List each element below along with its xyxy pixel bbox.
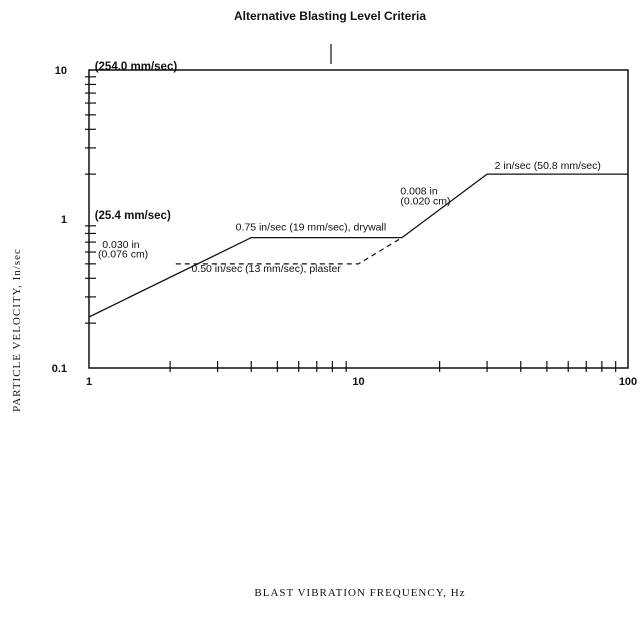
plot-frame	[88, 69, 629, 369]
annotation-0-030-in: 0.030 in	[102, 239, 140, 251]
annotation-0-076-cm: (0.076 cm)	[98, 249, 148, 261]
x-axis-tick-labels: 1 10 100	[86, 376, 637, 388]
y-tick-label: 1	[61, 214, 67, 226]
y-axis-label: PARTICLE VELOCITY, In/sec	[11, 248, 23, 412]
annotation-0-008-in: 0.008 in	[400, 186, 438, 198]
x-axis-label: BLAST VIBRATION FREQUENCY, Hz	[254, 587, 465, 599]
x-axis-minor-ticks	[169, 361, 617, 372]
x-tick-label: 1	[86, 376, 92, 388]
chart-title: Alternative Blasting Level Criteria	[234, 9, 426, 23]
annotation-25-4-mm-sec: (25.4 mm/sec)	[95, 210, 171, 222]
annotation-drywall: 0.75 in/sec (19 mm/sec), drywall	[236, 221, 387, 233]
annotation-2-in-sec: 2 in/sec (50.8 mm/sec)	[495, 160, 601, 172]
criteria-line-dashed	[175, 237, 403, 265]
annotation-254-mm-sec: (254.0 mm/sec)	[95, 61, 178, 73]
annotation-plaster: 0.50 in/sec (13 mm/sec), plaster	[191, 263, 341, 275]
annotations: (254.0 mm/sec) (25.4 mm/sec) 0.75 in/sec…	[95, 61, 601, 275]
criteria-line-solid	[88, 173, 628, 318]
y-tick-label: 0.1	[52, 363, 67, 375]
x-tick-label: 10	[352, 376, 364, 388]
y-tick-label: 10	[55, 65, 67, 77]
annotation-0-020-cm: (0.020 cm)	[400, 196, 450, 208]
y-axis-minor-ticks	[85, 76, 96, 324]
y-axis-tick-labels: 0.1 1 10	[52, 65, 67, 375]
x-tick-label: 100	[619, 376, 637, 388]
